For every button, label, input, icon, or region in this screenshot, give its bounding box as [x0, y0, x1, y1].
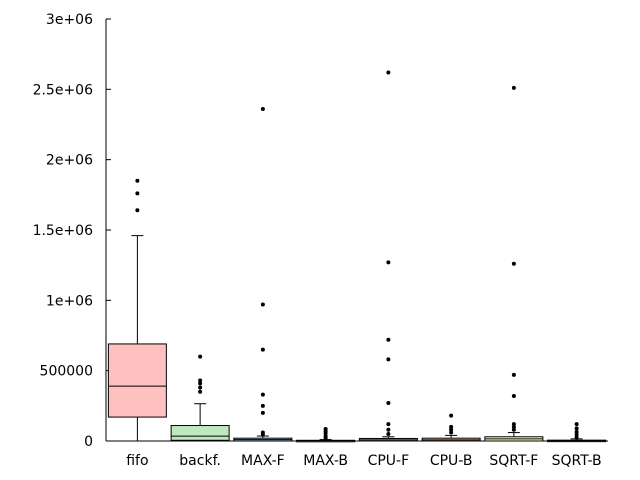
- outlier-point: [449, 413, 454, 418]
- outlier-point: [511, 393, 516, 398]
- box-cpu-f: [358, 70, 418, 442]
- outlier-point: [198, 385, 203, 390]
- box-max-f: [233, 107, 293, 442]
- outlier-point: [386, 401, 391, 406]
- y-tick-label: 500000: [40, 364, 93, 380]
- outlier-point: [260, 392, 265, 397]
- outlier-point: [386, 260, 391, 265]
- x-tick-labels: fifo backf. MAX-F MAX-B CPU-F CPU-B SQRT-F SQRT…: [126, 453, 601, 469]
- outlier-point: [449, 424, 454, 429]
- y-tick-label: 0: [84, 434, 93, 450]
- outlier-point: [260, 107, 265, 112]
- x-tick-label: backf.: [179, 453, 221, 469]
- box-sqrt-b: [547, 422, 607, 443]
- outlier-point: [511, 424, 516, 429]
- outlier-point: [386, 357, 391, 362]
- x-tick-label: SQRT-F: [489, 453, 538, 469]
- outlier-point: [511, 427, 516, 432]
- outlier-point: [260, 347, 265, 352]
- outlier-point: [386, 431, 391, 436]
- axes: 0 500000 1e+06 1.5e+06 2e+06 2.5e+06 3e+06: [33, 12, 608, 450]
- outlier-point: [198, 389, 203, 394]
- x-tick-label: fifo: [126, 453, 148, 469]
- box-iqr: [107, 343, 167, 418]
- outlier-point: [260, 410, 265, 415]
- box-cpu-b: [421, 413, 481, 442]
- outlier-point: [574, 422, 579, 427]
- outlier-point: [574, 435, 579, 440]
- box-max-b: [296, 427, 356, 443]
- outlier-point: [511, 372, 516, 377]
- outlier-point: [511, 261, 516, 266]
- outlier-point: [198, 354, 203, 359]
- x-tick-label: MAX-B: [303, 453, 348, 469]
- y-tick-label: 1e+06: [46, 293, 93, 309]
- y-tick-label: 1.5e+06: [33, 223, 94, 239]
- outlier-point: [449, 427, 454, 432]
- outlier-point: [386, 70, 391, 75]
- outlier-point: [135, 208, 140, 213]
- outlier-point: [260, 430, 265, 435]
- outlier-point: [135, 178, 140, 183]
- box-fifo: [107, 178, 167, 442]
- box-iqr: [170, 425, 230, 441]
- x-tick-label: MAX-F: [241, 453, 285, 469]
- box-sqrt-f: [484, 85, 544, 442]
- outlier-point: [260, 302, 265, 307]
- outlier-point: [323, 427, 328, 432]
- outlier-point: [323, 434, 328, 439]
- x-tick-label: SQRT-B: [552, 453, 602, 469]
- outlier-point: [574, 432, 579, 437]
- outlier-point: [386, 337, 391, 342]
- outlier-point: [574, 429, 579, 434]
- outlier-point: [386, 427, 391, 432]
- box-backf-: [170, 354, 230, 442]
- x-tick-label: CPU-F: [368, 453, 410, 469]
- y-tick-label: 2e+06: [46, 153, 93, 169]
- outlier-point: [449, 430, 454, 435]
- outlier-point: [574, 426, 579, 431]
- outlier-point: [511, 85, 516, 90]
- outlier-point: [135, 191, 140, 196]
- boxes: [107, 70, 607, 443]
- outlier-point: [260, 403, 265, 408]
- outlier-point: [198, 381, 203, 386]
- outlier-point: [511, 422, 516, 427]
- x-tick-label: CPU-B: [430, 453, 473, 469]
- outlier-point: [386, 422, 391, 427]
- y-tick-label: 3e+06: [46, 12, 93, 28]
- outlier-point: [198, 378, 203, 383]
- y-tick-label: 2.5e+06: [33, 82, 94, 98]
